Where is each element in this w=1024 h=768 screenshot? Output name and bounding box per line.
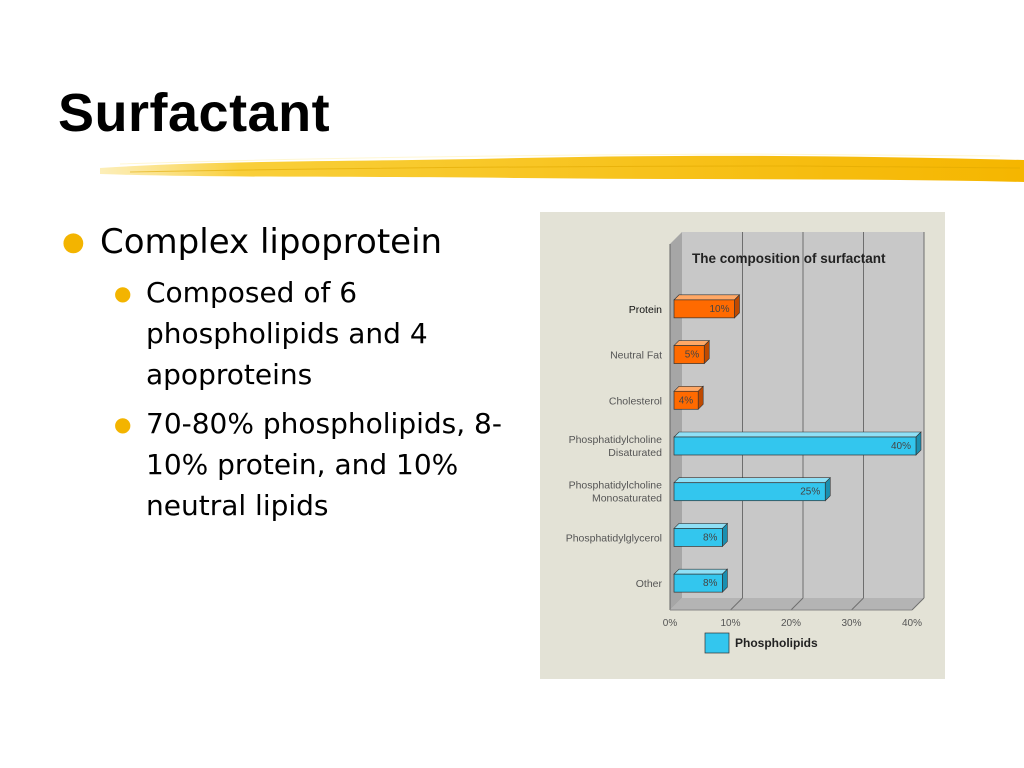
x-tick-label: 10%: [720, 618, 740, 629]
bar: [673, 390, 699, 410]
bar: [673, 345, 705, 364]
sub-bullet-percentages: ● 70-80% phospholipids, 8-10% protein, a…: [114, 403, 502, 526]
surfactant-composition-chart: 0% 10% 20% 30% 40% The composition of surfact…: [540, 212, 945, 679]
chart-title: The composition of surfactant: [692, 251, 886, 266]
category-label: Monosaturated: [592, 493, 662, 505]
sub-bullet-composition: ● Composed of 6 phospholipids and 4 apop…: [114, 272, 502, 395]
category-label: Protein: [629, 304, 662, 316]
bar-top-face: [673, 477, 831, 484]
bar-value-label: 8%: [703, 578, 718, 589]
bar-top-face: [673, 568, 729, 575]
brush-stroke-divider: [100, 153, 1024, 182]
bullet-text: Complex lipoprotein: [100, 222, 443, 262]
category-label: Other: [636, 578, 663, 590]
bar: [673, 482, 826, 502]
category-label: Phosphatidylcholine: [569, 434, 663, 446]
gridline-floor: [730, 597, 743, 611]
slide-title: Surfactant: [58, 83, 331, 143]
bar: [673, 436, 917, 456]
x-tick-label: 40%: [902, 618, 922, 629]
gridline-floor: [851, 597, 864, 611]
bar-top-face: [673, 523, 729, 529]
sub-bullet-list: ● Composed of 6 phospholipids and 4 apop…: [114, 272, 502, 526]
x-tick-label: 30%: [841, 618, 861, 629]
bar-top-face: [673, 340, 710, 346]
category-label: Neutral Fat: [610, 350, 662, 362]
category-label: Cholesterol: [609, 395, 662, 407]
bar-top-face: [673, 294, 741, 301]
bullet-dot-icon: ●: [114, 412, 132, 436]
bullet-list: ● Complex lipoprotein ● Composed of 6 ph…: [62, 222, 502, 534]
sub-bullet-text: 70-80% phospholipids, 8-10% protein, and…: [146, 407, 502, 522]
bar-value-label: 4%: [679, 395, 694, 406]
x-tick-label: 0%: [663, 618, 678, 629]
bar-value-label: 5%: [685, 350, 700, 361]
bullet-complex-lipoprotein: ● Complex lipoprotein: [62, 222, 502, 262]
bar: [673, 299, 735, 319]
plot-side-wall: [670, 232, 682, 610]
category-label: Disaturated: [608, 447, 662, 459]
bar: [673, 528, 723, 547]
bar-top-face: [673, 431, 922, 438]
bar-value-label: 40%: [891, 441, 911, 452]
category-label: Phosphatidylcholine: [569, 480, 663, 492]
bullet-dot-icon: ●: [114, 281, 132, 305]
gridline-floor: [911, 597, 925, 611]
legend-label: Phospholipids: [735, 636, 818, 650]
legend-swatch: [704, 632, 730, 654]
bar-value-label: 25%: [800, 487, 820, 498]
x-tick-label: 20%: [781, 618, 801, 629]
bar-value-label: 8%: [703, 532, 718, 543]
bullet-dot-icon: ●: [62, 227, 85, 257]
sub-bullet-text: Composed of 6 phospholipids and 4 apopro…: [146, 276, 428, 391]
gridline-floor: [790, 597, 804, 611]
bar-value-label: 10%: [709, 304, 729, 315]
bar: [673, 573, 723, 593]
category-label: Phosphatidylglycerol: [566, 532, 662, 544]
